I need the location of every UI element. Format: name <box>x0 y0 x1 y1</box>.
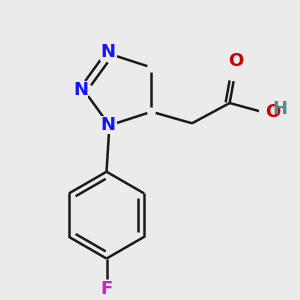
Text: N: N <box>100 116 116 134</box>
Text: H: H <box>273 100 288 118</box>
Text: O: O <box>265 103 280 121</box>
Text: O: O <box>228 52 243 70</box>
Text: N: N <box>73 81 88 99</box>
Text: N: N <box>100 44 116 62</box>
Text: F: F <box>100 280 113 298</box>
